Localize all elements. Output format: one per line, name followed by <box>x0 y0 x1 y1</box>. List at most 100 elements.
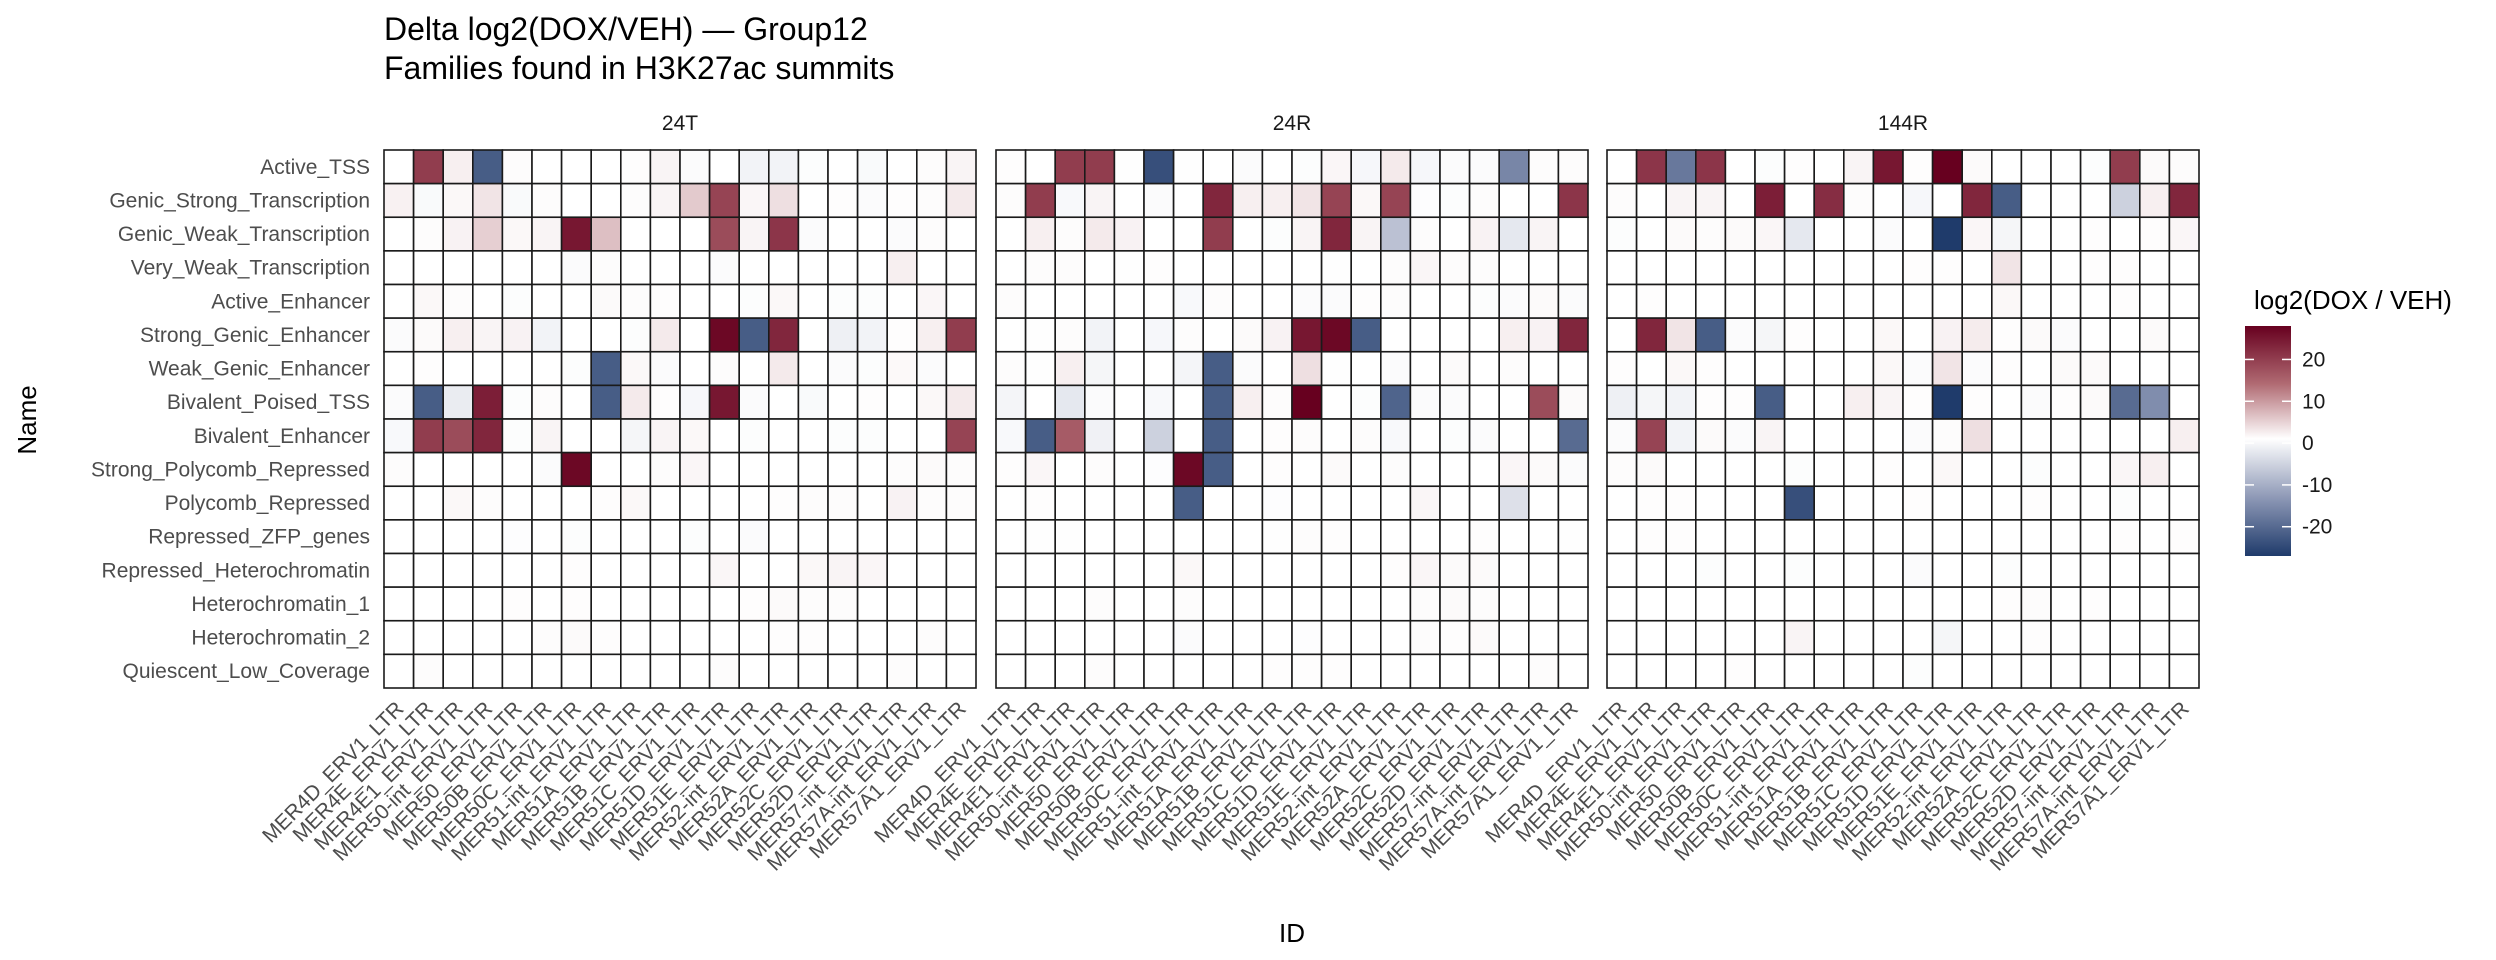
heatmap-cell <box>1320 250 1352 286</box>
heatmap-cell <box>2168 149 2200 185</box>
heatmap-cell <box>797 317 829 353</box>
heatmap-cell <box>1606 182 1638 219</box>
heatmap-cell <box>1024 384 1056 420</box>
heatmap-cell <box>1409 619 1441 656</box>
heatmap-cell <box>1498 485 1530 521</box>
facet-panel-24R: 24RMER4D_ERV1_LTRMER4E_ERV1_LTRMER4E1_ER… <box>870 112 1589 876</box>
heatmap-cell <box>1635 619 1667 656</box>
heatmap-cell <box>501 653 533 689</box>
heatmap-cell <box>2020 317 2052 353</box>
heatmap-cell <box>1468 317 1500 353</box>
heatmap-cell <box>886 283 918 319</box>
heatmap-cell <box>1635 216 1667 252</box>
heatmap-cell <box>1232 216 1264 252</box>
heatmap-cell <box>619 149 652 185</box>
heatmap-cell <box>738 216 770 252</box>
heatmap-cell <box>1724 350 1756 387</box>
heatmap-cell <box>767 485 800 521</box>
heatmap-cell <box>767 418 800 454</box>
heatmap-cell <box>412 250 445 286</box>
heatmap-cell <box>649 653 681 689</box>
heatmap-cell <box>2109 317 2141 353</box>
heatmap-cell <box>1320 216 1352 252</box>
heatmap-cell <box>827 519 859 555</box>
heatmap-cell <box>1261 485 1293 521</box>
y-tick-label: Heterochromatin_2 <box>191 627 370 650</box>
heatmap-cell <box>1468 552 1500 588</box>
heatmap-cell <box>767 619 800 656</box>
heatmap-cell <box>1380 283 1412 319</box>
heatmap-cell <box>442 384 474 420</box>
heatmap-cell <box>1931 586 1963 622</box>
heatmap-cell <box>442 149 474 185</box>
heatmap-cell <box>1320 552 1352 588</box>
heatmap-cell <box>1872 485 1904 521</box>
heatmap-cell <box>1024 149 1056 185</box>
heatmap-cell <box>1528 619 1560 656</box>
heatmap-cell <box>945 149 977 185</box>
heatmap-cell <box>767 182 800 219</box>
heatmap-cell <box>767 653 800 689</box>
heatmap-cell <box>738 586 770 622</box>
heatmap-cell <box>1783 418 1815 454</box>
heatmap-cell <box>442 216 474 252</box>
heatmap-cell <box>738 418 770 454</box>
heatmap-cell <box>945 653 977 689</box>
heatmap-cell <box>886 586 918 622</box>
heatmap-cell <box>1931 485 1963 521</box>
heatmap-cell <box>649 182 681 219</box>
heatmap-cell <box>1232 384 1264 420</box>
heatmap-cell <box>1813 519 1845 555</box>
heatmap-cell <box>1635 149 1667 185</box>
heatmap-cell <box>1350 552 1382 588</box>
heatmap-cell <box>501 451 533 488</box>
heatmap-cell <box>649 283 681 319</box>
heatmap-cell <box>1557 485 1589 521</box>
heatmap-cell <box>1843 552 1875 588</box>
heatmap-cell <box>1350 350 1382 387</box>
heatmap-cell <box>383 149 415 185</box>
heatmap-cell <box>1813 653 1845 689</box>
heatmap-cell <box>1202 283 1234 319</box>
heatmap-cell <box>1143 149 1175 185</box>
y-tick-label: Bivalent_Enhancer <box>194 425 370 448</box>
heatmap-cell <box>1084 350 1116 387</box>
heatmap-cell <box>501 182 533 219</box>
heatmap-cell <box>915 216 948 252</box>
heatmap-cell <box>1113 384 1145 420</box>
heatmap-cell <box>1498 552 1530 588</box>
heatmap-cell <box>708 384 740 420</box>
heatmap-cell <box>1291 384 1323 420</box>
heatmap-cell <box>1528 317 1560 353</box>
heatmap-cell <box>1783 653 1815 689</box>
heatmap-cell <box>1931 384 1963 420</box>
heatmap-cell <box>1261 149 1293 185</box>
heatmap-cell <box>945 216 977 252</box>
heatmap-cell <box>501 350 533 387</box>
heatmap-cell <box>915 350 948 387</box>
y-tick-label: Weak_Genic_Enhancer <box>149 358 370 381</box>
heatmap-cell <box>1754 485 1786 521</box>
heatmap-cell <box>531 317 563 353</box>
heatmap-cell <box>1084 451 1116 488</box>
heatmap-cell <box>1872 519 1904 555</box>
heatmap-cell <box>1991 418 2023 454</box>
heatmap-cell <box>1872 451 1904 488</box>
heatmap-cell <box>1380 182 1412 219</box>
heatmap-cell <box>679 250 711 286</box>
heatmap-cell <box>1261 250 1293 286</box>
heatmap-cell <box>1409 485 1441 521</box>
heatmap-cell <box>1991 586 2023 622</box>
chart-subtitle: Families found in H3K27ac summits <box>384 50 894 86</box>
heatmap-cell <box>1143 485 1175 521</box>
heatmap-cell <box>590 418 622 454</box>
heatmap-cell <box>1783 586 1815 622</box>
heatmap-cell <box>1783 149 1815 185</box>
heatmap-cell <box>1606 485 1638 521</box>
heatmap-cell <box>1902 149 1934 185</box>
heatmap-cell <box>1439 149 1471 185</box>
heatmap-cell <box>649 451 681 488</box>
heatmap-cell <box>1202 350 1234 387</box>
y-tick-label: Strong_Polycomb_Repressed <box>91 458 370 481</box>
heatmap-cell <box>945 384 977 420</box>
